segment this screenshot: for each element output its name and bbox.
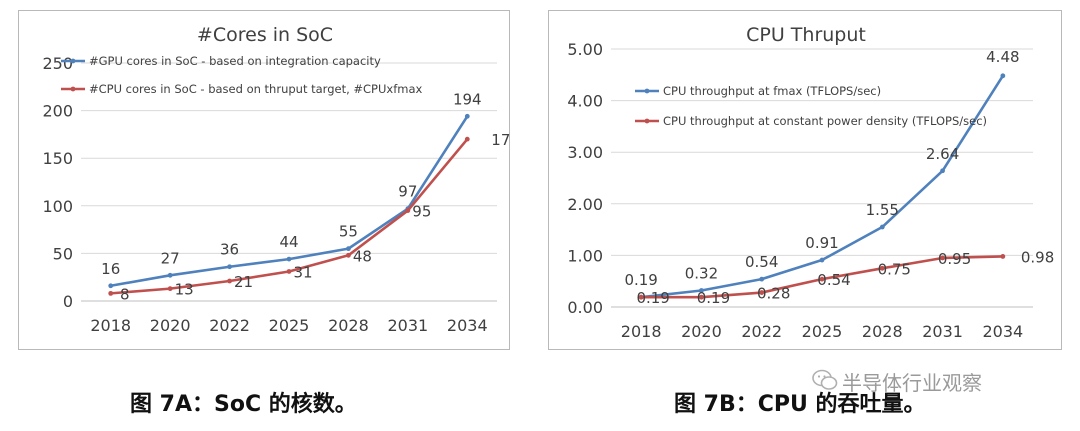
data-point bbox=[346, 252, 351, 258]
data-label: 1.55 bbox=[866, 201, 899, 219]
x-tick-label: 2022 bbox=[209, 316, 250, 335]
legend-label: CPU throughput at constant power density… bbox=[663, 114, 987, 128]
legend-label: #CPU cores in SoC - based on thruput tar… bbox=[89, 82, 423, 96]
legend-marker bbox=[644, 88, 650, 94]
legend-marker bbox=[70, 86, 76, 92]
legend-marker bbox=[70, 58, 76, 64]
data-label: 8 bbox=[120, 285, 130, 303]
data-point bbox=[108, 283, 114, 289]
chart-thruput-svg: CPU Thruput 0.00 1.00 2.00 3.00 4.00 5.00 2018 2… bbox=[567, 24, 1054, 341]
chart-title: CPU Thruput bbox=[746, 24, 866, 46]
data-point bbox=[464, 113, 470, 119]
data-label: 21 bbox=[234, 273, 253, 291]
data-point bbox=[819, 276, 825, 282]
data-label: 0.19 bbox=[624, 271, 657, 289]
x-tick-label: 2025 bbox=[802, 322, 843, 341]
data-point bbox=[464, 136, 470, 142]
data-point bbox=[405, 208, 411, 213]
x-tick-label: 2028 bbox=[862, 322, 903, 341]
chart-panel-cores: #Cores in SoC 0 50 100 150 200 250 2018 2020 2022… bbox=[18, 10, 511, 350]
x-tick-label: 2022 bbox=[741, 322, 782, 341]
data-point bbox=[879, 265, 885, 271]
data-label: 194 bbox=[453, 90, 482, 108]
y-tick-label: 100 bbox=[42, 197, 73, 216]
data-label: 0.19 bbox=[697, 289, 730, 307]
watermark-text: 半导体行业观察 bbox=[842, 371, 982, 395]
data-label: 0.32 bbox=[685, 264, 718, 282]
chart-panel-thruput: CPU Thruput 0.00 1.00 2.00 3.00 4.00 5.00 2018 2… bbox=[548, 10, 1062, 350]
data-point bbox=[699, 288, 704, 293]
data-label: 0.75 bbox=[878, 260, 911, 278]
data-point bbox=[940, 168, 945, 174]
data-label: 0.54 bbox=[817, 271, 850, 289]
data-label: 36 bbox=[220, 241, 239, 259]
data-point bbox=[346, 246, 351, 252]
chart-title: #Cores in SoC bbox=[197, 24, 333, 46]
x-tick-label: 2031 bbox=[387, 316, 428, 335]
data-label: 16 bbox=[101, 260, 120, 278]
data-point bbox=[759, 290, 765, 295]
y-tick-label: 5.00 bbox=[567, 40, 603, 59]
data-label: 48 bbox=[353, 247, 372, 265]
data-label: 97 bbox=[398, 183, 417, 201]
data-point bbox=[699, 294, 704, 300]
y-tick-label: 3.00 bbox=[567, 143, 603, 162]
data-point bbox=[167, 286, 173, 292]
data-label: 13 bbox=[175, 281, 194, 299]
data-point bbox=[167, 272, 173, 278]
y-tick-label: 0.00 bbox=[567, 298, 603, 317]
x-tick-label: 2025 bbox=[269, 316, 310, 335]
data-label: 0.54 bbox=[745, 253, 778, 271]
chart-cores-svg: #Cores in SoC 0 50 100 150 200 250 2018 2020 2022… bbox=[42, 24, 511, 335]
data-label: 95 bbox=[412, 203, 431, 221]
data-point bbox=[940, 255, 945, 261]
x-tick-label: 2028 bbox=[328, 316, 369, 335]
x-tick-label: 2034 bbox=[447, 316, 488, 335]
data-point bbox=[1000, 254, 1006, 259]
y-tick-label: 50 bbox=[53, 244, 73, 263]
data-label: 0.98 bbox=[1021, 248, 1054, 266]
y-tick-label: 2.00 bbox=[567, 195, 603, 214]
data-point bbox=[286, 269, 292, 274]
data-point bbox=[819, 257, 825, 263]
y-tick-label: 150 bbox=[42, 149, 73, 168]
data-point bbox=[227, 264, 232, 270]
data-label: 44 bbox=[279, 233, 298, 251]
x-tick-label: 2031 bbox=[922, 322, 963, 341]
data-label: 0.28 bbox=[757, 285, 790, 303]
data-point bbox=[759, 276, 765, 282]
data-point bbox=[1000, 73, 1006, 79]
data-point bbox=[108, 290, 114, 296]
y-tick-label: 1.00 bbox=[567, 246, 603, 265]
caption-figure-7a: 图 7A：SoC 的核数。 bbox=[130, 392, 357, 417]
caption-figure-7b: 图 7B：CPU 的吞吐量。 bbox=[674, 392, 926, 417]
data-label: 0.19 bbox=[636, 289, 669, 307]
data-label: 27 bbox=[161, 249, 180, 267]
data-label: 0.91 bbox=[805, 234, 838, 252]
x-tick-label: 2020 bbox=[681, 322, 722, 341]
data-label: 31 bbox=[293, 263, 312, 281]
wechat-icon bbox=[812, 369, 838, 390]
x-tick-label: 2018 bbox=[621, 322, 662, 341]
y-tick-label: 4.00 bbox=[567, 92, 603, 111]
data-label: 55 bbox=[339, 223, 358, 241]
data-label: 0.95 bbox=[938, 250, 971, 268]
data-point bbox=[879, 224, 885, 230]
legend-marker bbox=[644, 118, 650, 124]
data-label: 2.64 bbox=[926, 145, 959, 163]
x-tick-label: 2020 bbox=[150, 316, 191, 335]
legend-label: CPU throughput at fmax (TFLOPS/sec) bbox=[663, 84, 881, 98]
y-tick-label: 250 bbox=[42, 54, 73, 73]
data-point bbox=[638, 294, 644, 300]
legend-label: #GPU cores in SoC - based on integration… bbox=[89, 54, 381, 68]
y-tick-label: 200 bbox=[42, 102, 73, 121]
x-tick-label: 2034 bbox=[982, 322, 1023, 341]
data-label: 4.48 bbox=[986, 48, 1019, 66]
data-point bbox=[286, 256, 292, 262]
x-tick-label: 2018 bbox=[90, 316, 131, 335]
data-label: 170 bbox=[491, 131, 511, 149]
y-tick-label: 0 bbox=[63, 292, 73, 311]
data-point bbox=[227, 278, 232, 284]
